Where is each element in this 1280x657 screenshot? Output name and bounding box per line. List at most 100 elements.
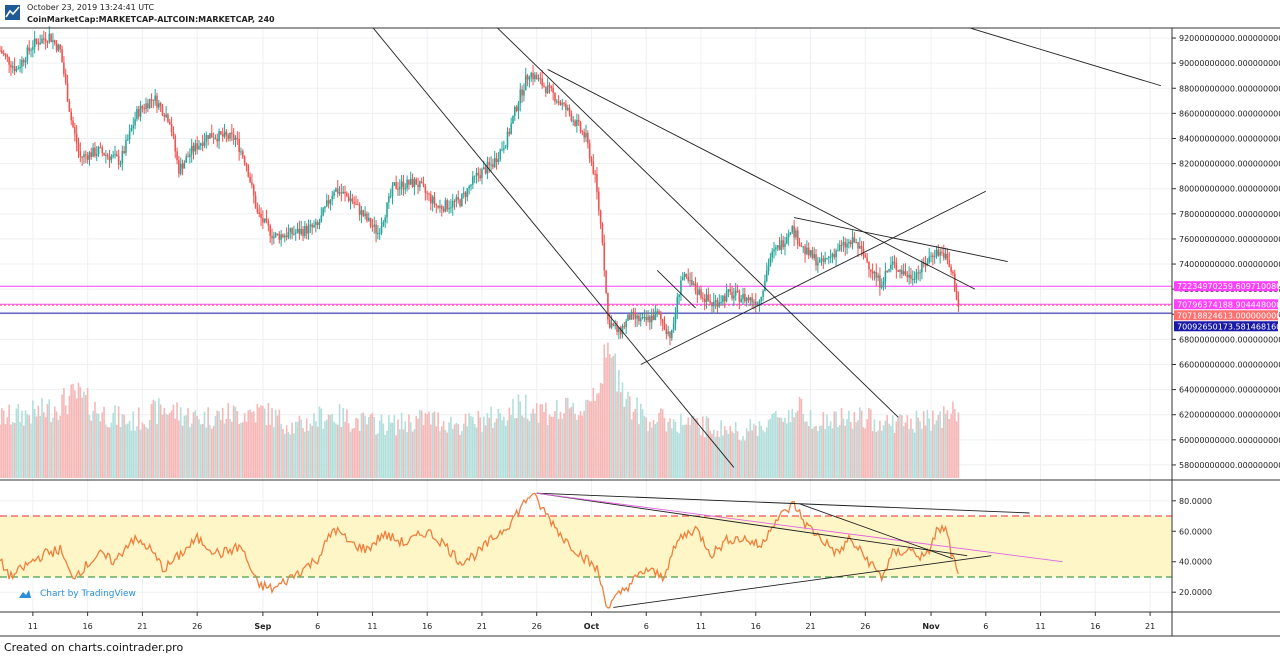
volume-bar	[473, 423, 476, 478]
rsi-trendline[interactable]	[536, 492, 968, 557]
volume-bar	[6, 417, 9, 478]
volume-bar	[477, 411, 480, 478]
candle	[775, 244, 777, 256]
volume-bar	[77, 382, 80, 478]
candle-body	[913, 278, 916, 280]
candle	[274, 232, 277, 238]
candle-body	[738, 291, 741, 302]
volume-bar	[722, 435, 724, 478]
candle	[168, 118, 171, 125]
volume-bar	[877, 430, 879, 478]
trendlines[interactable]	[351, 0, 1162, 608]
price-trendline[interactable]	[351, 0, 735, 468]
volume-bar	[524, 394, 527, 478]
volume-bar	[92, 410, 94, 478]
candle-body	[893, 261, 896, 263]
candle	[30, 47, 32, 58]
candle-body	[634, 312, 637, 319]
volume-bar	[117, 406, 120, 478]
candle-body	[795, 230, 797, 238]
candle	[59, 44, 62, 53]
volume-bar	[649, 421, 651, 478]
volume-bar	[313, 413, 315, 478]
candle	[99, 142, 102, 149]
volume-bar	[587, 399, 589, 478]
volume-bar	[672, 419, 675, 478]
candle-body	[442, 209, 445, 212]
candle-body	[910, 274, 912, 280]
candle-body	[285, 235, 288, 238]
volume-bar	[886, 415, 889, 478]
price-trendline[interactable]	[482, 13, 899, 418]
volume-bar	[347, 423, 350, 478]
candle-body	[415, 179, 418, 185]
candle	[506, 127, 509, 150]
candle-body	[433, 196, 436, 205]
volume-bar	[245, 421, 248, 478]
candle	[311, 222, 313, 235]
price-trendline[interactable]	[640, 190, 986, 365]
price-trendline[interactable]	[547, 69, 976, 290]
volume-bar	[643, 416, 646, 478]
volume-bar	[338, 404, 341, 478]
candle-body	[603, 242, 606, 271]
candle	[106, 152, 109, 160]
candle-body	[424, 186, 427, 193]
candle	[243, 155, 246, 166]
volume-bar	[616, 391, 618, 478]
candle	[871, 263, 874, 281]
candle-body	[786, 237, 788, 244]
volume-bar	[287, 431, 290, 478]
price-trendline[interactable]	[794, 217, 1008, 262]
candle	[479, 168, 481, 182]
volume-bar	[535, 403, 538, 478]
volume-bar	[406, 431, 408, 478]
candle-body	[652, 315, 655, 320]
volume-bar	[88, 415, 91, 478]
candle	[143, 103, 146, 115]
candle-body	[158, 103, 160, 108]
volume-bar	[915, 410, 918, 478]
candle	[66, 74, 69, 103]
candle-body	[758, 300, 761, 305]
rsi-trendline[interactable]	[613, 555, 992, 608]
volume-bar	[59, 415, 62, 478]
volume-bar	[170, 410, 173, 478]
candle-body	[116, 154, 118, 156]
candle-body	[342, 191, 345, 194]
candle	[767, 258, 770, 276]
candle	[639, 313, 642, 327]
candle-body	[576, 119, 578, 126]
rsi-trendline[interactable]	[799, 503, 954, 560]
price-trendline[interactable]	[920, 13, 1162, 87]
volume-bar	[528, 421, 531, 478]
price-trendlines[interactable]	[351, 0, 1162, 468]
tradingview-watermark[interactable]: Chart by TradingView	[16, 589, 136, 599]
candle	[137, 105, 140, 120]
candle	[258, 204, 261, 218]
candle-body	[771, 251, 774, 258]
candle-body	[451, 201, 454, 208]
rsi-trendline[interactable]	[536, 492, 1030, 514]
candle	[309, 220, 312, 233]
volume-bar	[563, 413, 565, 478]
volume-bar	[751, 430, 753, 478]
candle-body	[178, 160, 180, 174]
candle-body	[287, 232, 290, 238]
candle	[134, 111, 136, 130]
rsi-trendline[interactable]	[536, 492, 1063, 563]
volume-bar	[126, 423, 129, 478]
candle-body	[926, 262, 929, 266]
candle	[864, 253, 867, 259]
price-badge-bg	[1174, 281, 1278, 292]
volume-bar	[588, 401, 591, 478]
candle-body	[311, 224, 313, 228]
candle-body	[108, 156, 111, 161]
candle	[287, 224, 290, 240]
candle	[6, 53, 9, 62]
price-trendline[interactable]	[656, 270, 696, 309]
price-axis-label: 90000000000.0000000000	[1179, 59, 1280, 68]
candle	[192, 142, 195, 160]
candle-body	[855, 242, 857, 244]
